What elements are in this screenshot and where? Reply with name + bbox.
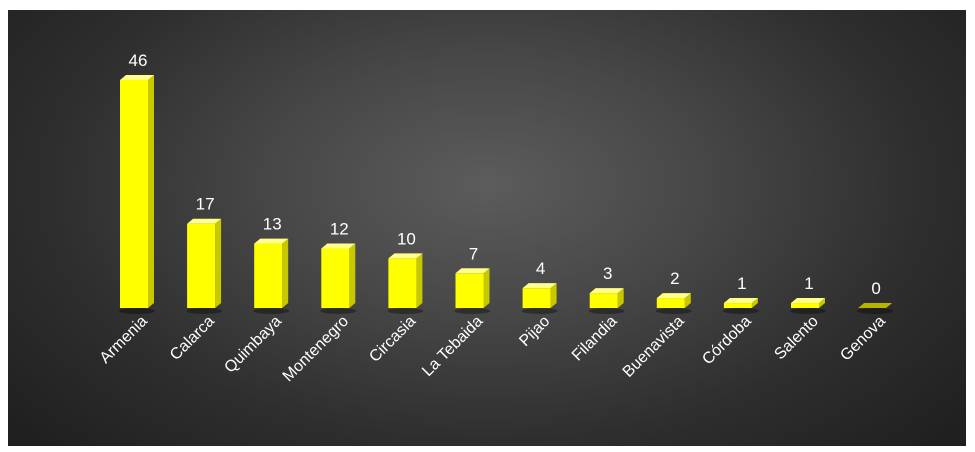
bar-genova: [858, 303, 893, 308]
bar-side-la-tebaida: [483, 268, 490, 308]
bar-side-calarca: [215, 218, 222, 308]
bar-shadow-quimbaya: [253, 308, 290, 314]
category-label-salento: Salento: [771, 313, 821, 363]
data-label-salento: 1: [804, 274, 813, 293]
category-label-pijao: Pijao: [516, 313, 553, 350]
bar-top-salento: [791, 298, 825, 304]
category-label-montenegro: Montenegro: [280, 313, 352, 385]
bar-shadow-genova: [857, 308, 894, 314]
bar-side-cordoba: [751, 298, 758, 308]
bar-side-buenavista: [684, 293, 691, 308]
bar-shadow-montenegro: [320, 308, 357, 314]
bar-front-cordoba: [723, 303, 752, 308]
bar-front-circasia: [388, 258, 417, 308]
category-label-armenia: Armenia: [97, 313, 151, 367]
bar-top-cordoba: [723, 298, 758, 304]
data-label-la-tebaida: 7: [469, 244, 478, 263]
category-label-buenavista: Buenavista: [620, 313, 688, 381]
bar-side-montenegro: [349, 243, 356, 308]
category-label-cordoba: Córdoba: [699, 313, 754, 368]
bar-top-circasia: [388, 253, 423, 259]
data-label-pijao: 4: [536, 259, 545, 278]
data-label-genova: 0: [871, 279, 880, 298]
bar-quimbaya: [254, 238, 289, 308]
category-label-calarca: Calarca: [167, 313, 218, 364]
bar-side-circasia: [416, 253, 423, 308]
data-label-montenegro: 12: [330, 220, 349, 239]
bar-montenegro: [321, 243, 356, 308]
chart-area: 46 17 13 12 10 7 4 3 2 1 1 0 Armenia Calarca Quimbaya…: [8, 10, 966, 446]
bar-shadow-calarca: [186, 308, 223, 314]
bar-top-buenavista: [656, 293, 691, 299]
bar-calarca: [187, 218, 222, 308]
bars: [120, 75, 893, 308]
bar-top-montenegro: [321, 243, 356, 249]
bar-front-salento: [791, 303, 819, 308]
category-label-la-tebaida: La Tebaida: [419, 313, 486, 380]
bar-shadow-armenia: [119, 308, 155, 314]
bar-top-la-tebaida: [455, 268, 490, 274]
bar-top-calarca: [187, 218, 222, 224]
bar-top-genova: [858, 303, 893, 308]
bar-la-tebaida: [455, 268, 490, 308]
bar-circasia: [388, 253, 423, 308]
bar-shadow-pijao: [521, 308, 558, 314]
bar-top-filandia: [589, 288, 624, 294]
bar-shadow-filandia: [588, 308, 625, 314]
category-label-quimbaya: Quimbaya: [221, 313, 285, 377]
data-label-buenavista: 2: [670, 269, 679, 288]
data-label-armenia: 46: [129, 51, 148, 70]
data-label-filandia: 3: [603, 264, 612, 283]
bar-shadow-salento: [790, 308, 826, 314]
bar-side-armenia: [148, 75, 154, 308]
category-label-filandia: Filandia: [569, 313, 621, 365]
bar-front-pijao: [522, 288, 551, 308]
bar-top-armenia: [120, 75, 154, 80]
bar-front-armenia: [120, 80, 148, 308]
bar-side-salento: [819, 298, 825, 308]
bar-cordoba: [723, 298, 758, 308]
bar-front-calarca: [187, 223, 216, 308]
bar-salento: [791, 298, 825, 308]
data-label-quimbaya: 13: [263, 215, 282, 234]
data-label-calarca: 17: [196, 195, 215, 214]
category-label-genova: Genova: [837, 313, 889, 365]
bar-front-quimbaya: [254, 243, 283, 308]
bar-front-la-tebaida: [455, 273, 484, 308]
bar-shadow-la-tebaida: [454, 308, 491, 314]
data-label-cordoba: 1: [737, 274, 746, 293]
bar-side-quimbaya: [282, 238, 289, 308]
bar-top-quimbaya: [254, 238, 289, 244]
bar-shadow-circasia: [387, 308, 424, 314]
bar-side-filandia: [617, 288, 624, 308]
bar-filandia: [589, 288, 624, 308]
bar-armenia: [120, 75, 154, 308]
bar-buenavista: [656, 293, 691, 308]
bar-shadow-cordoba: [722, 308, 759, 314]
chart-floor: [119, 308, 894, 314]
data-label-circasia: 10: [397, 229, 416, 248]
bar-front-montenegro: [321, 248, 350, 308]
bar-shadow-buenavista: [655, 308, 692, 314]
bar-front-buenavista: [656, 298, 685, 308]
category-label-circasia: Circasia: [366, 313, 419, 366]
bar-front-filandia: [589, 293, 618, 308]
bar-top-pijao: [522, 283, 557, 289]
bar-pijao: [522, 283, 557, 308]
bar-side-pijao: [550, 283, 557, 308]
